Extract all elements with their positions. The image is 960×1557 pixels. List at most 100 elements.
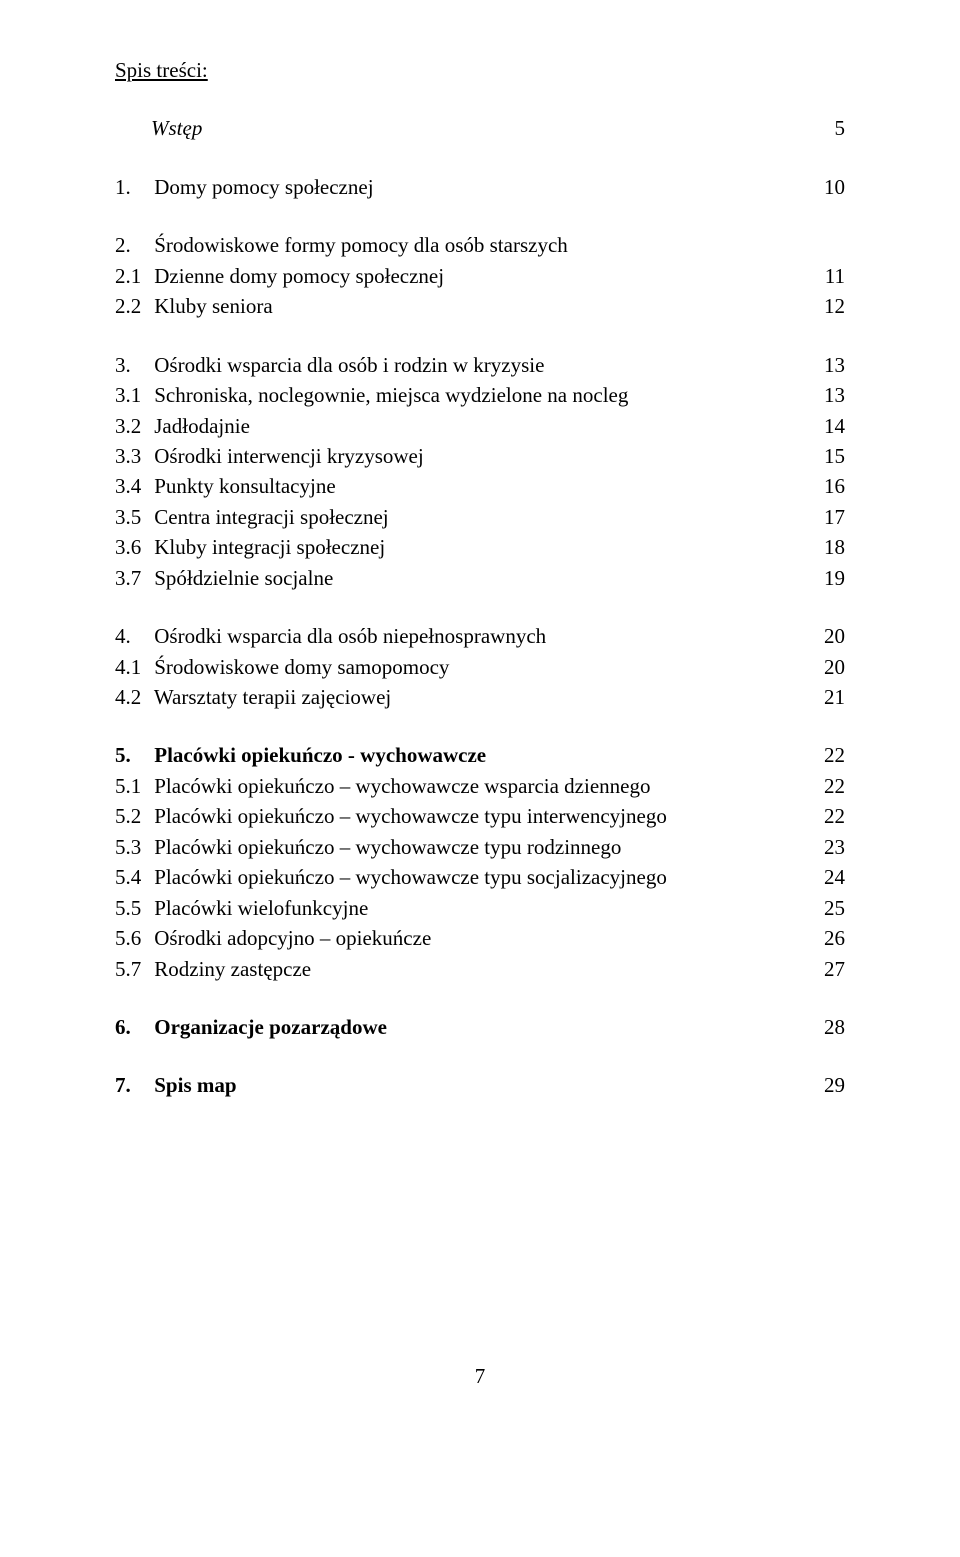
toc-entry-number: 5.2: [115, 801, 149, 831]
toc-entry-number: 5.6: [115, 923, 149, 953]
toc-entry-label: 5.3 Placówki opiekuńczo – wychowawcze ty…: [115, 832, 815, 862]
toc-entry-label: 3.1 Schroniska, noclegownie, miejsca wyd…: [115, 380, 815, 410]
toc-entry-number: 5.3: [115, 832, 149, 862]
toc-entry-label: 5.1 Placówki opiekuńczo – wychowawcze ws…: [115, 771, 815, 801]
toc-row: 2.2 Kluby seniora12: [115, 291, 845, 321]
toc-entry-page: 15: [815, 441, 845, 471]
toc-entry-label: 3.7 Spółdzielnie socjalne: [115, 563, 815, 593]
toc-entry-number: 2.1: [115, 261, 149, 291]
toc-row: 5.5 Placówki wielofunkcyjne25: [115, 893, 845, 923]
toc-entry-text: Spis map: [154, 1073, 236, 1097]
toc-entry-page: 23: [815, 832, 845, 862]
toc-block: 3. Ośrodki wsparcia dla osób i rodzin w …: [115, 350, 845, 594]
toc-block: 1. Domy pomocy społecznej10: [115, 172, 845, 202]
toc-entry-page: 20: [815, 652, 845, 682]
toc-entry-page: 16: [815, 471, 845, 501]
toc-entry-page: 12: [815, 291, 845, 321]
toc-block: 2. Środowiskowe formy pomocy dla osób st…: [115, 230, 845, 321]
toc-entry-label: 1. Domy pomocy społecznej: [115, 172, 815, 202]
toc-entry-number: 4.: [115, 621, 149, 651]
toc-entry-label: 5.4 Placówki opiekuńczo – wychowawcze ty…: [115, 862, 815, 892]
toc-row: 4. Ośrodki wsparcia dla osób niepełnospr…: [115, 621, 845, 651]
toc-entry-number: 5.5: [115, 893, 149, 923]
page-footer-number: 7: [115, 1361, 845, 1391]
toc-entry-page: 29: [815, 1070, 845, 1100]
toc-entry-page: 14: [815, 411, 845, 441]
toc-row: 5.3 Placówki opiekuńczo – wychowawcze ty…: [115, 832, 845, 862]
toc-entry-page: 17: [815, 502, 845, 532]
toc-entry-label: 4. Ośrodki wsparcia dla osób niepełnospr…: [115, 621, 815, 651]
toc-row: 3.4 Punkty konsultacyjne16: [115, 471, 845, 501]
toc-row: 6. Organizacje pozarządowe28: [115, 1012, 845, 1042]
toc-row: 3. Ośrodki wsparcia dla osób i rodzin w …: [115, 350, 845, 380]
toc-entry-label: 3.3 Ośrodki interwencji kryzysowej: [115, 441, 815, 471]
toc-row: 5. Placówki opiekuńczo - wychowawcze22: [115, 740, 845, 770]
toc-row: Wstęp 5: [115, 113, 845, 143]
toc-entry-number: 1.: [115, 172, 149, 202]
toc-row: 5.1 Placówki opiekuńczo – wychowawcze ws…: [115, 771, 845, 801]
toc-row: 1. Domy pomocy społecznej10: [115, 172, 845, 202]
toc-entry-page: 26: [815, 923, 845, 953]
toc-entry-page: 20: [815, 621, 845, 651]
toc-entry-text: Placówki wielofunkcyjne: [154, 896, 368, 920]
toc-entry-text: Placówki opiekuńczo – wychowawcze typu r…: [154, 835, 621, 859]
toc-entry-text: Ośrodki interwencji kryzysowej: [154, 444, 423, 468]
toc-entry-label: 3.4 Punkty konsultacyjne: [115, 471, 815, 501]
toc-row: 3.6 Kluby integracji społecznej18: [115, 532, 845, 562]
toc-block: Wstęp 5: [115, 113, 845, 143]
toc-block: 5. Placówki opiekuńczo - wychowawcze225.…: [115, 740, 845, 984]
toc-entry-label: 3.5 Centra integracji społecznej: [115, 502, 815, 532]
toc-entry-page: 10: [815, 172, 845, 202]
toc-entry-text: Ośrodki adopcyjno – opiekuńcze: [154, 926, 431, 950]
toc-row: 3.5 Centra integracji społecznej17: [115, 502, 845, 532]
toc-entry-label: 4.2 Warsztaty terapii zajęciowej: [115, 682, 815, 712]
toc-entry-text: Organizacje pozarządowe: [154, 1015, 387, 1039]
toc-title: Spis treści:: [115, 55, 845, 85]
toc-entry-page: 28: [815, 1012, 845, 1042]
toc-block: 7. Spis map29: [115, 1070, 845, 1100]
toc-entry-number: 4.2: [115, 682, 149, 712]
toc-row: 2. Środowiskowe formy pomocy dla osób st…: [115, 230, 845, 260]
toc-entry-label: 5. Placówki opiekuńczo - wychowawcze: [115, 740, 815, 770]
toc-row: 3.1 Schroniska, noclegownie, miejsca wyd…: [115, 380, 845, 410]
toc-entry-page: 18: [815, 532, 845, 562]
toc-entry-number: 3.2: [115, 411, 149, 441]
toc-entry-number: 3.5: [115, 502, 149, 532]
toc-entry-page: 25: [815, 893, 845, 923]
toc-entry-number: 5.4: [115, 862, 149, 892]
toc-entry-label: 4.1 Środowiskowe domy samopomocy: [115, 652, 815, 682]
toc-row: 7. Spis map29: [115, 1070, 845, 1100]
toc-entry-number: 5.7: [115, 954, 149, 984]
toc-entry-text: Wstęp: [151, 116, 202, 140]
toc-entry-label: 5.5 Placówki wielofunkcyjne: [115, 893, 815, 923]
toc-entry-page: 13: [815, 380, 845, 410]
toc-entry-page: 11: [815, 261, 845, 291]
toc-entry-number: 7.: [115, 1070, 149, 1100]
toc-entry-label: Wstęp: [115, 113, 815, 143]
toc-entry-text: Domy pomocy społecznej: [154, 175, 373, 199]
toc-entry-number: 4.1: [115, 652, 149, 682]
toc-entry-text: Jadłodajnie: [154, 414, 250, 438]
toc-entry-label: 2.2 Kluby seniora: [115, 291, 815, 321]
toc-entry-text: Środowiskowe domy samopomocy: [154, 655, 449, 679]
toc-entry-label: 2.1 Dzienne domy pomocy społecznej: [115, 261, 815, 291]
toc-entry-number: 2.: [115, 230, 149, 260]
toc-entry-text: Kluby seniora: [154, 294, 272, 318]
toc-entry-label: 3.6 Kluby integracji społecznej: [115, 532, 815, 562]
toc-entry-text: Placówki opiekuńczo - wychowawcze: [154, 743, 486, 767]
toc-row: 4.1 Środowiskowe domy samopomocy20: [115, 652, 845, 682]
toc-entry-text: Ośrodki wsparcia dla osób niepełnosprawn…: [154, 624, 546, 648]
toc-entry-page: 24: [815, 862, 845, 892]
toc-entry-number: 5.1: [115, 771, 149, 801]
toc-container: Wstęp51. Domy pomocy społecznej102. Środ…: [115, 113, 845, 1100]
toc-entry-number: 3.6: [115, 532, 149, 562]
toc-entry-text: Placówki opiekuńczo – wychowawcze typu s…: [154, 865, 667, 889]
toc-row: 2.1 Dzienne domy pomocy społecznej11: [115, 261, 845, 291]
toc-entry-label: 5.2 Placówki opiekuńczo – wychowawcze ty…: [115, 801, 815, 831]
toc-entry-label: 7. Spis map: [115, 1070, 815, 1100]
toc-entry-label: 3.2 Jadłodajnie: [115, 411, 815, 441]
toc-entry-number: 3.4: [115, 471, 149, 501]
toc-entry-page: 5: [815, 113, 845, 143]
toc-row: 5.4 Placówki opiekuńczo – wychowawcze ty…: [115, 862, 845, 892]
toc-entry-page: 27: [815, 954, 845, 984]
